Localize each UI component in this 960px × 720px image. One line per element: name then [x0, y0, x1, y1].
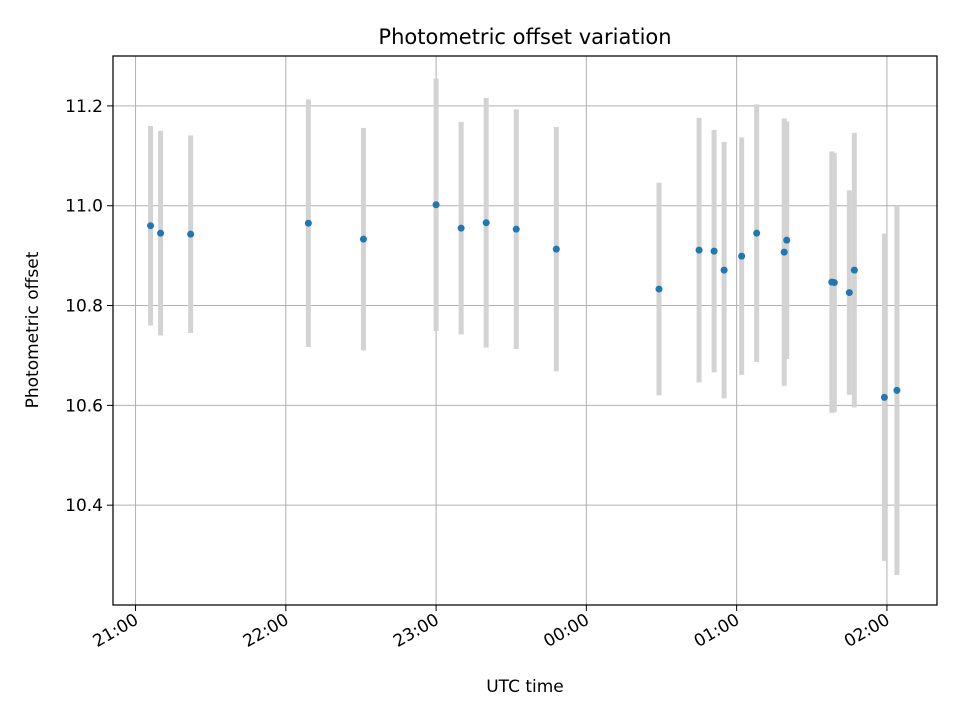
- data-point: [753, 229, 761, 237]
- data-point: [893, 386, 901, 394]
- y-tick-label: 11.0: [65, 197, 103, 217]
- data-point: [432, 201, 440, 209]
- y-tick-label: 10.4: [65, 496, 103, 516]
- x-axis-label: UTC time: [486, 677, 564, 697]
- y-axis-label: Photometric offset: [23, 251, 43, 408]
- y-tick-label: 11.2: [65, 97, 103, 117]
- data-point: [457, 224, 465, 232]
- data-point: [738, 252, 746, 260]
- y-axis-ticks: 10.4 10.6 10.8 11.0 11.2: [65, 97, 113, 516]
- data-point: [720, 266, 728, 274]
- data-point: [552, 245, 560, 253]
- data-point: [187, 230, 195, 238]
- data-point: [147, 222, 155, 230]
- data-point: [710, 247, 718, 255]
- data-point: [695, 246, 703, 254]
- y-tick-label: 10.6: [65, 396, 103, 416]
- data-point: [850, 266, 858, 274]
- data-points: [147, 201, 901, 401]
- chart-title: Photometric offset variation: [378, 25, 671, 49]
- data-point: [780, 248, 788, 256]
- data-point: [359, 235, 367, 243]
- data-point: [304, 219, 312, 227]
- data-point: [845, 289, 853, 297]
- data-point: [157, 229, 165, 237]
- data-point: [482, 219, 490, 227]
- y-tick-label: 10.8: [65, 297, 103, 317]
- data-point: [880, 393, 888, 401]
- data-point: [783, 236, 791, 244]
- data-point: [655, 285, 663, 293]
- plot-frame: [112, 55, 938, 606]
- data-point: [512, 225, 520, 233]
- data-point: [830, 279, 838, 287]
